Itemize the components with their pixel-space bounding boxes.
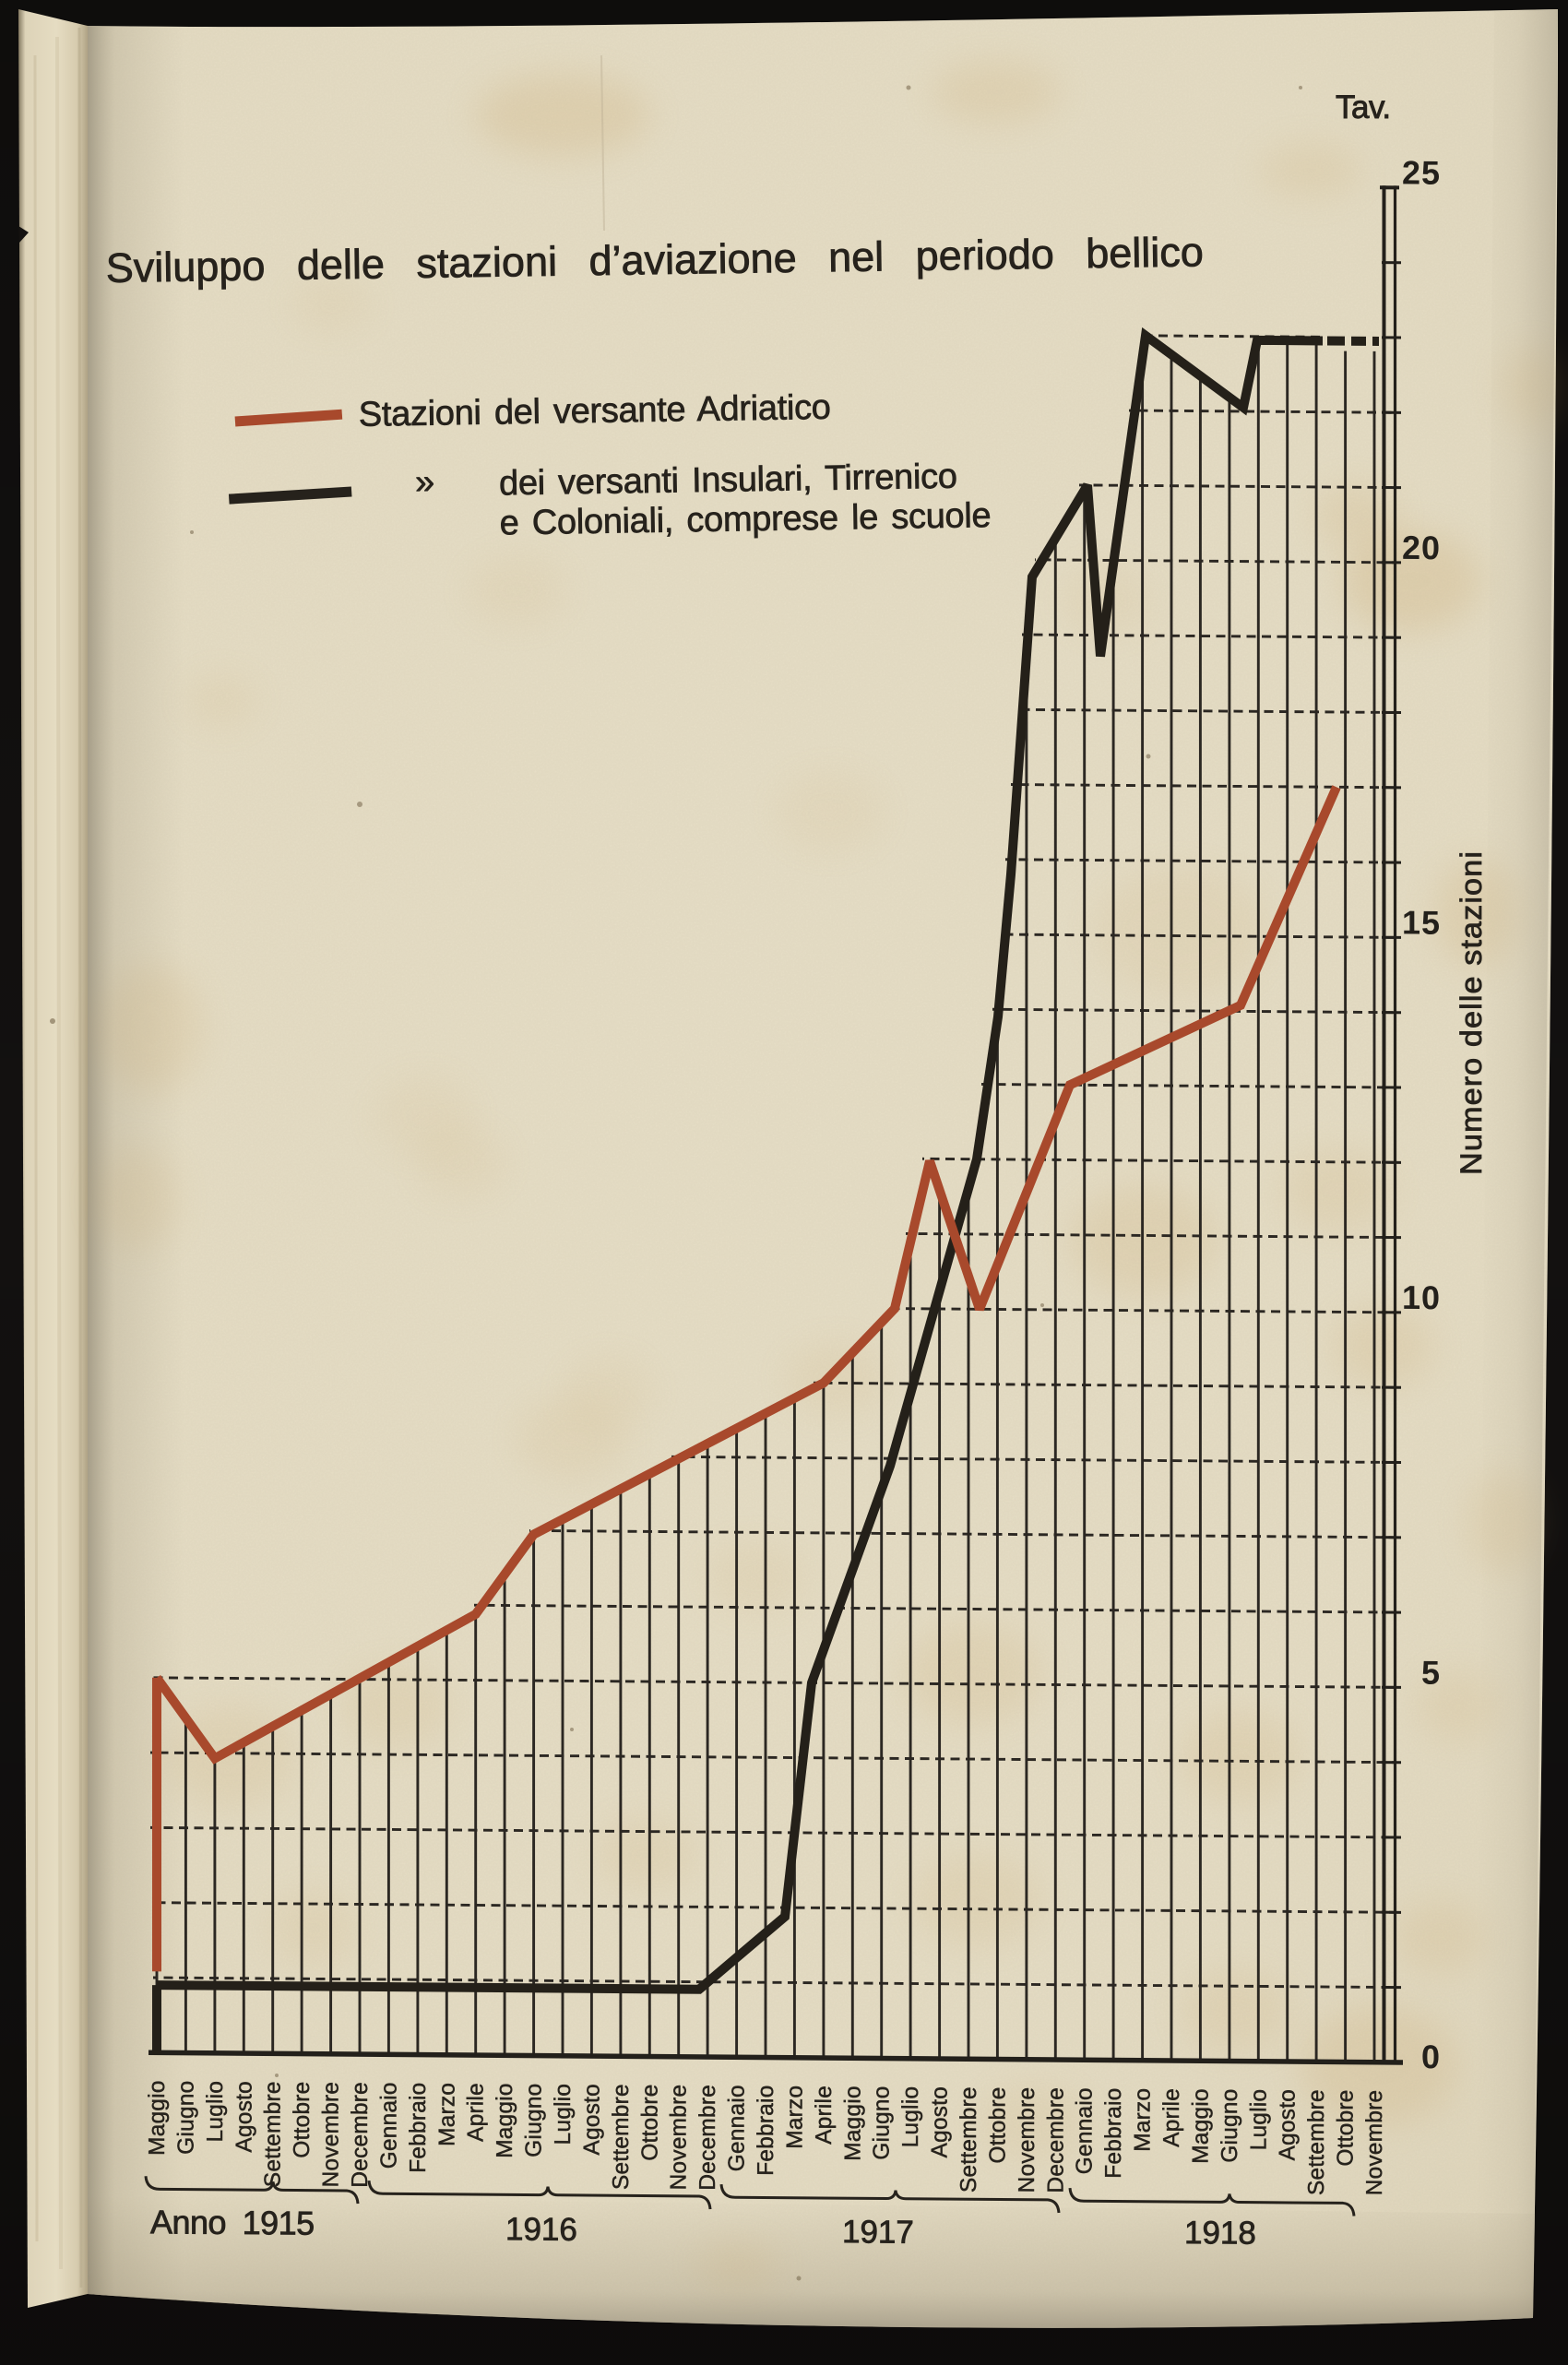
svg-text:Giugno: Giugno	[522, 2083, 547, 2157]
svg-text:Stazioni del versante Adriatic: Stazioni del versante Adriatico	[359, 388, 831, 434]
svg-text:20: 20	[1402, 529, 1441, 566]
svg-text:dei versanti Insulari, Tirreni: dei versanti Insulari, Tirrenico	[499, 458, 957, 504]
svg-text:Aprile: Aprile	[812, 2086, 837, 2145]
svg-text:5: 5	[1421, 1654, 1441, 1692]
svg-text:Ottobre: Ottobre	[985, 2086, 1010, 2163]
svg-text:Novembre: Novembre	[667, 2085, 692, 2191]
svg-text:Maggio: Maggio	[145, 2080, 170, 2156]
svg-text:15: 15	[1402, 903, 1441, 941]
svg-text:Giugno: Giugno	[870, 2086, 895, 2159]
svg-text:Marzo: Marzo	[434, 2083, 459, 2146]
svg-text:1916: 1916	[505, 2211, 577, 2248]
svg-text:Settembre: Settembre	[261, 2081, 286, 2187]
svg-text:Luglio: Luglio	[898, 2086, 923, 2148]
svg-text:e Coloniali, comprese le scuol: e Coloniali, comprese le scuole	[499, 496, 991, 542]
svg-text:Febbraio: Febbraio	[1101, 2087, 1126, 2179]
svg-text:Tav.: Tav.	[1336, 89, 1391, 125]
svg-text:Novembre: Novembre	[1362, 2090, 1387, 2196]
svg-text:Agosto: Agosto	[579, 2084, 604, 2156]
svg-text:Maggio: Maggio	[493, 2083, 517, 2158]
svg-text:25: 25	[1402, 153, 1441, 191]
svg-text:Decembre: Decembre	[348, 2082, 373, 2188]
svg-text:Luglio: Luglio	[203, 2081, 228, 2143]
svg-text:Marzo: Marzo	[1131, 2088, 1156, 2152]
svg-text:Maggio: Maggio	[1188, 2088, 1213, 2164]
svg-text:Giugno: Giugno	[173, 2080, 198, 2154]
svg-text:Novembre: Novembre	[319, 2082, 344, 2188]
svg-text:Gennaio: Gennaio	[1073, 2087, 1098, 2174]
svg-text:0: 0	[1421, 2038, 1441, 2075]
svg-text:Decembre: Decembre	[1043, 2087, 1068, 2193]
svg-text:Agosto: Agosto	[232, 2081, 256, 2153]
svg-text:Ottobre: Ottobre	[1334, 2089, 1359, 2166]
svg-text:Agosto: Agosto	[928, 2086, 953, 2158]
svg-text:1918: 1918	[1184, 2215, 1256, 2252]
svg-text:Luglio: Luglio	[551, 2084, 576, 2145]
svg-text:Febbraio: Febbraio	[754, 2085, 778, 2176]
svg-text:Settembre: Settembre	[609, 2084, 634, 2190]
svg-text:Settembre: Settembre	[956, 2086, 981, 2193]
svg-text:Ottobre: Ottobre	[637, 2084, 662, 2160]
svg-text:Febbraio: Febbraio	[406, 2082, 431, 2173]
svg-text:Aprile: Aprile	[464, 2083, 489, 2142]
svg-text:»: »	[415, 463, 435, 502]
svg-text:Giugno: Giugno	[1218, 2088, 1242, 2162]
svg-text:Agosto: Agosto	[1276, 2089, 1301, 2161]
svg-text:Novembre: Novembre	[1015, 2087, 1039, 2193]
svg-text:Decembre: Decembre	[695, 2085, 720, 2191]
svg-text:Anno 1915: Anno 1915	[150, 2203, 315, 2241]
svg-text:Gennaio: Gennaio	[725, 2085, 750, 2171]
svg-text:Numero delle stazioni: Numero delle stazioni	[1455, 850, 1488, 1175]
svg-text:10: 10	[1402, 1278, 1441, 1316]
svg-text:Aprile: Aprile	[1159, 2088, 1184, 2147]
svg-text:Settembre: Settembre	[1304, 2089, 1329, 2195]
svg-text:Ottobre: Ottobre	[290, 2081, 315, 2157]
svg-text:Luglio: Luglio	[1246, 2089, 1271, 2151]
svg-text:Marzo: Marzo	[782, 2086, 807, 2149]
svg-text:Maggio: Maggio	[840, 2086, 865, 2161]
svg-text:1917: 1917	[842, 2214, 914, 2251]
svg-text:Gennaio: Gennaio	[376, 2082, 401, 2169]
